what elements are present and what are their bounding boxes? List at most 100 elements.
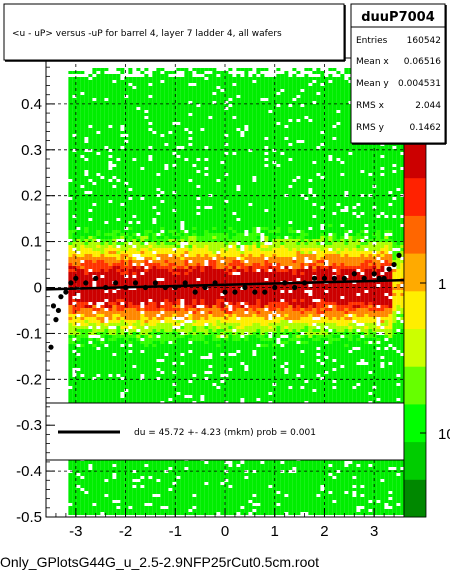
- heatmap-cell: [124, 293, 129, 296]
- heatmap-cell: [144, 491, 149, 494]
- heatmap-cell: [96, 506, 101, 509]
- heatmap-cell: [192, 245, 197, 248]
- heatmap-cell: [112, 119, 117, 122]
- heatmap-cell: [84, 263, 89, 266]
- heatmap-cell: [156, 287, 161, 290]
- heatmap-cell: [120, 290, 125, 293]
- heatmap-cell: [208, 80, 213, 83]
- heatmap-cell: [176, 149, 181, 152]
- heatmap-cell: [96, 179, 101, 182]
- heatmap-cell: [104, 110, 109, 113]
- heatmap-cell: [152, 89, 157, 92]
- heatmap-cell: [112, 158, 117, 161]
- heatmap-cell: [92, 134, 97, 137]
- heatmap-cell: [112, 314, 117, 317]
- heatmap-cell: [144, 74, 149, 77]
- heatmap-cell: [136, 494, 141, 497]
- heatmap-cell: [100, 308, 105, 311]
- heatmap-cell: [96, 332, 101, 335]
- heatmap-cell: [112, 488, 117, 491]
- heatmap-cell: [88, 389, 93, 392]
- heatmap-cell: [132, 266, 137, 269]
- heatmap-cell: [172, 107, 177, 110]
- heatmap-cell: [88, 257, 93, 260]
- heatmap-cell: [168, 359, 173, 362]
- heatmap-cell: [100, 71, 105, 74]
- heatmap-cell: [144, 86, 149, 89]
- heatmap-cell: [160, 368, 165, 371]
- heatmap-cell: [128, 125, 133, 128]
- heatmap-cell: [168, 176, 173, 179]
- heatmap-cell: [172, 260, 177, 263]
- heatmap-cell: [72, 176, 77, 179]
- heatmap-cell: [104, 476, 109, 479]
- heatmap-cell: [156, 476, 161, 479]
- heatmap-cell: [152, 116, 157, 119]
- heatmap-cell: [144, 137, 149, 140]
- heatmap-cell: [168, 494, 173, 497]
- heatmap-cell: [100, 347, 105, 350]
- heatmap-cell: [180, 341, 185, 344]
- heatmap-cell: [184, 371, 189, 374]
- heatmap-cell: [108, 146, 113, 149]
- heatmap-cell: [108, 230, 113, 233]
- heatmap-cell: [196, 245, 201, 248]
- heatmap-cell: [80, 479, 85, 482]
- heatmap-cell: [124, 467, 129, 470]
- heatmap-cell: [164, 476, 169, 479]
- heatmap-cell: [100, 173, 105, 176]
- heatmap-cell: [188, 338, 193, 341]
- heatmap-cell: [204, 398, 209, 401]
- heatmap-cell: [108, 479, 113, 482]
- heatmap-cell: [184, 362, 189, 365]
- heatmap-cell: [80, 80, 85, 83]
- heatmap-cell: [208, 341, 213, 344]
- heatmap-cell: [160, 227, 165, 230]
- heatmap-cell: [192, 383, 197, 386]
- heatmap-cell: [184, 287, 189, 290]
- heatmap-cell: [120, 503, 125, 506]
- heatmap-cell: [88, 215, 93, 218]
- heatmap-cell: [148, 356, 153, 359]
- heatmap-cell: [176, 176, 181, 179]
- heatmap-cell: [76, 200, 81, 203]
- heatmap-cell: [128, 167, 133, 170]
- heatmap-cell: [80, 320, 85, 323]
- heatmap-cell: [96, 194, 101, 197]
- heatmap-cell: [140, 164, 145, 167]
- heatmap-cell: [116, 83, 121, 86]
- heatmap-cell: [176, 266, 181, 269]
- heatmap-cell: [168, 491, 173, 494]
- heatmap-cell: [84, 98, 89, 101]
- heatmap-cell: [136, 290, 141, 293]
- heatmap-cell: [140, 125, 145, 128]
- heatmap-cell: [68, 203, 73, 206]
- heatmap-cell: [156, 305, 161, 308]
- heatmap-cell: [96, 377, 101, 380]
- heatmap-cell: [104, 176, 109, 179]
- heatmap-cell: [192, 278, 197, 281]
- heatmap-cell: [200, 473, 205, 476]
- heatmap-cell: [196, 77, 201, 80]
- heatmap-cell: [92, 236, 97, 239]
- heatmap-cell: [112, 383, 117, 386]
- heatmap-cell: [72, 383, 77, 386]
- heatmap-cell: [128, 320, 133, 323]
- heatmap-cell: [212, 356, 217, 359]
- heatmap-cell: [168, 305, 173, 308]
- heatmap-cell: [144, 260, 149, 263]
- heatmap-cell: [120, 167, 125, 170]
- heatmap-cell: [104, 203, 109, 206]
- heatmap-cell: [164, 140, 169, 143]
- heatmap-cell: [196, 236, 201, 239]
- heatmap-cell: [92, 230, 97, 233]
- heatmap-cell: [128, 170, 133, 173]
- heatmap-cell: [192, 485, 197, 488]
- heatmap-cell: [124, 119, 129, 122]
- heatmap-cell: [120, 155, 125, 158]
- heatmap-cell: [72, 155, 77, 158]
- heatmap-cell: [164, 296, 169, 299]
- heatmap-cell: [120, 254, 125, 257]
- heatmap-cell: [132, 284, 137, 287]
- heatmap-cell: [136, 152, 141, 155]
